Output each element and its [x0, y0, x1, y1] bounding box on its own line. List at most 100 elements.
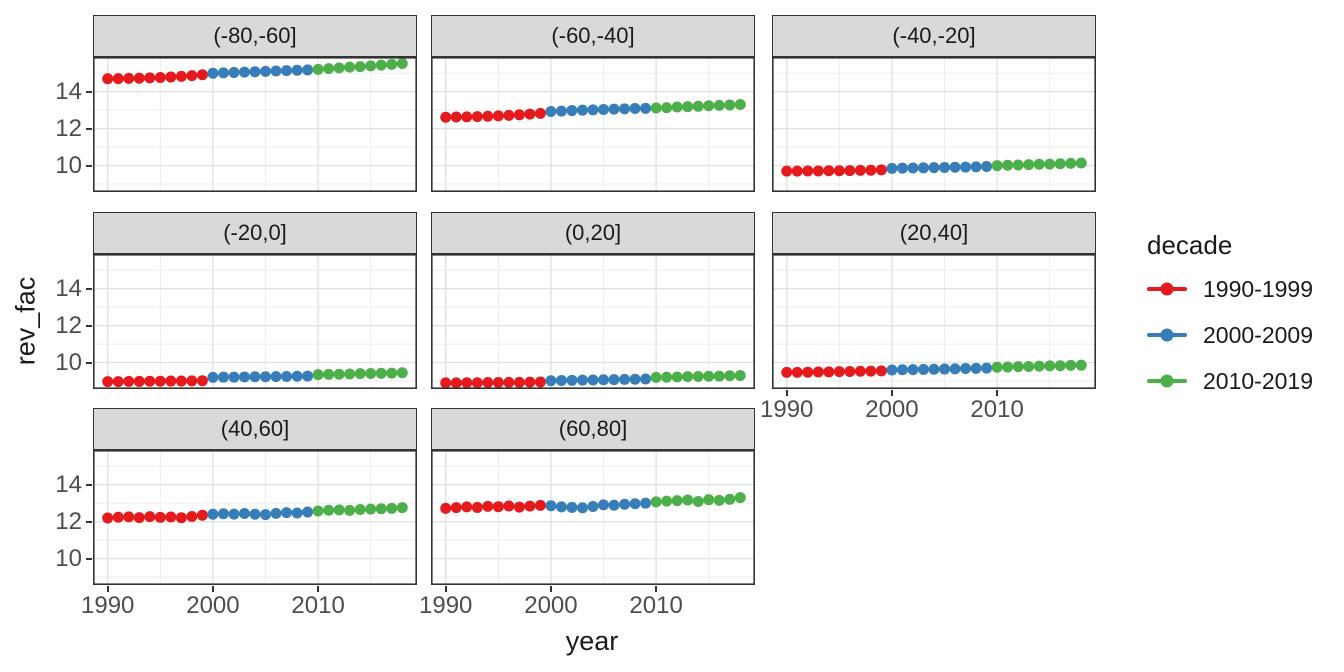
- data-point: [1023, 360, 1035, 372]
- legend-point-icon: [1160, 328, 1174, 342]
- data-point: [640, 497, 652, 509]
- facet-strip: (40,60]: [93, 408, 417, 450]
- panel-border: [431, 450, 755, 585]
- data-point: [724, 493, 736, 505]
- data-point: [1075, 157, 1087, 169]
- data-point: [555, 501, 567, 513]
- data-point: [440, 502, 452, 514]
- data-point: [1054, 158, 1066, 170]
- data-point: [492, 501, 504, 513]
- data-point: [291, 507, 303, 519]
- data-point: [970, 161, 982, 173]
- data-point: [217, 371, 229, 383]
- data-point: [833, 366, 845, 378]
- data-point: [102, 376, 114, 388]
- data-point: [939, 363, 951, 375]
- data-point: [555, 105, 567, 117]
- data-point: [492, 110, 504, 122]
- data-point: [461, 501, 473, 513]
- data-point: [238, 66, 250, 78]
- data-point: [196, 69, 208, 81]
- data-point: [133, 512, 145, 524]
- data-point: [692, 100, 704, 112]
- data-point: [734, 370, 746, 382]
- facet-panel: [93, 254, 417, 389]
- data-point: [228, 508, 240, 520]
- data-point: [333, 368, 345, 380]
- data-point: [713, 370, 725, 382]
- data-point: [598, 374, 610, 386]
- data-point: [217, 67, 229, 79]
- facet-strip: (60,80]: [431, 408, 755, 450]
- data-point: [196, 509, 208, 521]
- data-point: [823, 165, 835, 177]
- data-point: [396, 367, 408, 379]
- data-point: [724, 99, 736, 111]
- y-tick-label: 10: [55, 348, 82, 376]
- y-tick-label: 12: [55, 507, 82, 535]
- data-point: [1044, 158, 1056, 170]
- data-point: [112, 376, 124, 388]
- data-point: [566, 105, 578, 117]
- data-point: [323, 504, 335, 516]
- data-point: [896, 364, 908, 376]
- data-point: [886, 364, 898, 376]
- data-point: [471, 377, 483, 389]
- data-point: [917, 363, 929, 375]
- data-point: [812, 165, 824, 177]
- data-point: [440, 377, 452, 389]
- data-point: [270, 65, 282, 77]
- data-point: [207, 67, 219, 79]
- panel-border: [431, 57, 755, 192]
- data-point: [545, 105, 557, 117]
- x-tick-label: 2000: [186, 592, 240, 619]
- y-tick-mark: [86, 90, 92, 93]
- data-point: [471, 111, 483, 123]
- facet-strip: (0,20]: [431, 212, 755, 254]
- data-point: [260, 65, 272, 77]
- data-point: [186, 70, 198, 82]
- data-point: [312, 369, 324, 381]
- data-point: [907, 162, 919, 174]
- panel-background: [431, 254, 755, 389]
- data-point: [576, 502, 588, 514]
- data-point: [333, 62, 345, 74]
- data-point: [503, 109, 515, 121]
- data-point: [186, 510, 198, 522]
- data-point: [112, 511, 124, 523]
- data-point: [1012, 159, 1024, 171]
- data-point: [781, 366, 793, 378]
- data-point: [629, 103, 641, 115]
- x-tick-mark: [785, 390, 788, 396]
- data-point: [365, 367, 377, 379]
- data-point: [671, 495, 683, 507]
- data-point: [1044, 360, 1056, 372]
- data-point: [270, 507, 282, 519]
- data-point: [249, 66, 261, 78]
- data-point: [703, 370, 715, 382]
- data-point: [175, 375, 187, 387]
- data-point: [154, 511, 166, 523]
- data-point: [396, 502, 408, 514]
- data-point: [270, 371, 282, 383]
- data-point: [650, 102, 662, 114]
- panel-border: [772, 254, 1096, 389]
- data-point: [566, 501, 578, 513]
- data-point: [312, 63, 324, 75]
- facet-panel: [93, 57, 417, 192]
- data-point: [949, 161, 961, 173]
- data-point: [365, 60, 377, 72]
- facet-panel: [772, 57, 1096, 192]
- data-point: [629, 498, 641, 510]
- data-point: [186, 375, 198, 387]
- data-point: [228, 371, 240, 383]
- data-point: [854, 365, 866, 377]
- data-point: [791, 165, 803, 177]
- facet-strip: (-20,0]: [93, 212, 417, 254]
- data-point: [302, 370, 314, 382]
- legend-entry: 2010-2019: [1147, 358, 1313, 404]
- x-tick-mark: [549, 586, 552, 592]
- data-point: [386, 502, 398, 514]
- data-point: [598, 103, 610, 115]
- panel-border: [772, 57, 1096, 192]
